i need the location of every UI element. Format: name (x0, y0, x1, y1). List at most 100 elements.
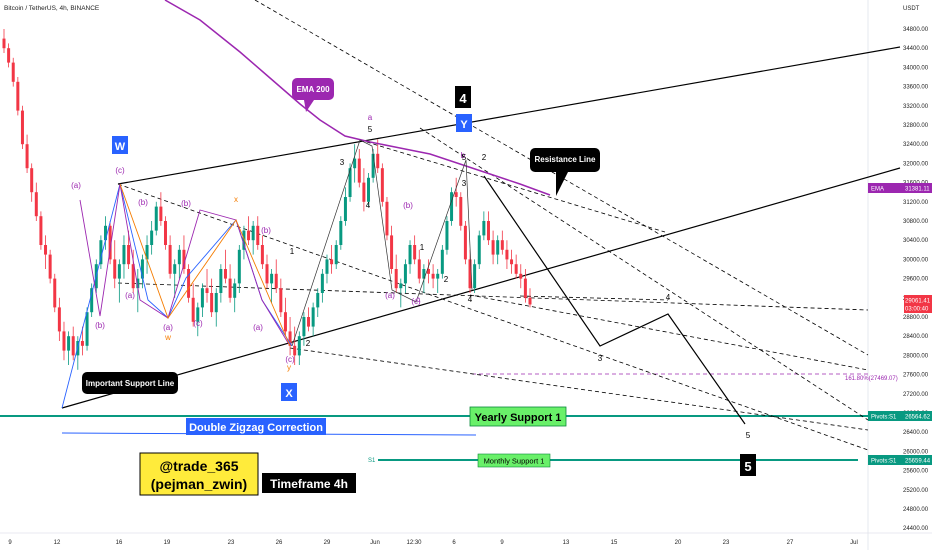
candle[interactable] (357, 149, 361, 188)
candle[interactable] (251, 221, 255, 255)
candle[interactable] (200, 283, 204, 317)
candle[interactable] (293, 326, 297, 365)
candle[interactable] (113, 240, 117, 289)
channel-upper-line[interactable] (117, 46, 901, 185)
dashed-trendline-d[interactable] (117, 282, 869, 311)
candle[interactable] (274, 259, 278, 293)
candle[interactable] (283, 297, 287, 337)
candle[interactable] (20, 105, 24, 149)
dashed-trendlines[interactable] (117, 0, 869, 451)
candle[interactable] (196, 302, 200, 337)
candle[interactable] (279, 278, 283, 317)
candle[interactable] (44, 235, 48, 269)
candle[interactable] (431, 264, 435, 289)
price-axis[interactable]: 34800.00 34400.00 34000.00 33600.00 33200.00… (903, 27, 929, 532)
candle[interactable] (320, 269, 324, 303)
candle[interactable] (394, 254, 398, 293)
candle[interactable] (390, 225, 394, 274)
candle[interactable] (403, 259, 407, 293)
candle[interactable] (330, 245, 334, 274)
candle[interactable] (136, 269, 140, 313)
candle[interactable] (62, 321, 66, 361)
ema-200-callout[interactable]: EMA 200 (292, 78, 334, 112)
candle[interactable] (256, 216, 260, 250)
candle[interactable] (34, 182, 38, 221)
candle[interactable] (11, 57, 15, 87)
candle[interactable] (219, 264, 223, 303)
candle[interactable] (514, 254, 518, 279)
candle[interactable] (468, 249, 472, 293)
candle[interactable] (413, 235, 417, 265)
candle[interactable] (307, 307, 311, 332)
candle[interactable] (362, 168, 366, 212)
candle[interactable] (380, 163, 384, 207)
candle[interactable] (117, 259, 121, 303)
candle[interactable] (343, 187, 347, 226)
candle[interactable] (408, 240, 412, 274)
candles[interactable] (2, 29, 532, 370)
dashed-trendline-a[interactable] (254, 0, 869, 356)
candle[interactable] (528, 288, 532, 308)
projection-path[interactable] (483, 175, 746, 425)
candle[interactable] (450, 187, 454, 226)
candle[interactable] (177, 245, 181, 279)
candle[interactable] (353, 144, 357, 183)
candle[interactable] (496, 235, 500, 265)
candle[interactable] (104, 216, 108, 250)
candle[interactable] (288, 317, 292, 356)
candle[interactable] (445, 216, 449, 255)
candle[interactable] (339, 216, 343, 250)
candle[interactable] (25, 134, 29, 173)
candle[interactable] (99, 235, 103, 269)
dashed-trendline-b[interactable] (419, 127, 869, 421)
candle[interactable] (486, 211, 490, 245)
candle[interactable] (367, 173, 371, 207)
candle[interactable] (182, 235, 186, 274)
candle[interactable] (523, 269, 527, 303)
candle[interactable] (482, 211, 486, 241)
candle[interactable] (39, 211, 43, 250)
candle[interactable] (2, 29, 6, 53)
candle[interactable] (297, 331, 301, 365)
candle[interactable] (417, 249, 421, 284)
candle[interactable] (30, 163, 34, 202)
dashed-trendline-e[interactable] (469, 294, 869, 371)
candle[interactable] (210, 278, 214, 317)
candle[interactable] (145, 235, 149, 274)
candle[interactable] (426, 259, 430, 284)
candle[interactable] (510, 249, 514, 274)
candle[interactable] (270, 269, 274, 303)
candle[interactable] (233, 278, 237, 313)
candle[interactable] (53, 273, 57, 313)
candle[interactable] (122, 235, 126, 279)
candle[interactable] (90, 283, 94, 317)
candle[interactable] (85, 307, 89, 351)
candle[interactable] (325, 254, 329, 284)
candle[interactable] (385, 197, 389, 241)
important-support-line[interactable] (61, 167, 901, 409)
candle[interactable] (454, 177, 458, 207)
candle[interactable] (131, 249, 135, 293)
candle[interactable] (376, 139, 380, 173)
candle[interactable] (242, 225, 246, 260)
candle[interactable] (173, 259, 177, 298)
candle[interactable] (71, 326, 75, 361)
candle[interactable] (163, 216, 167, 250)
support-line-callout[interactable]: Important Support Line (82, 372, 178, 394)
candle[interactable] (265, 254, 269, 289)
candle[interactable] (7, 43, 11, 68)
candle[interactable] (191, 283, 195, 327)
candle[interactable] (214, 288, 218, 327)
candle[interactable] (311, 302, 315, 337)
candle[interactable] (187, 264, 191, 303)
candle[interactable] (237, 245, 241, 293)
candle[interactable] (108, 221, 112, 265)
candle[interactable] (80, 326, 84, 356)
candle[interactable] (477, 230, 481, 269)
candle[interactable] (168, 235, 172, 279)
candle[interactable] (463, 221, 467, 265)
candle[interactable] (473, 259, 477, 293)
candle[interactable] (459, 192, 463, 231)
candle[interactable] (223, 249, 227, 284)
candle[interactable] (154, 201, 158, 236)
